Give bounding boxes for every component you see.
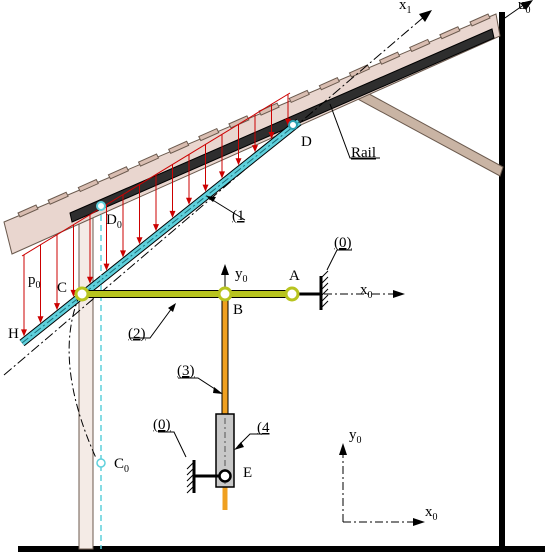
point-A-joint xyxy=(284,286,300,302)
label-B: B xyxy=(233,302,243,318)
load-arrow-head xyxy=(169,210,176,218)
roof-tile xyxy=(17,204,39,218)
label-x0-top: x0 xyxy=(360,282,373,301)
ref-y0-arrowhead xyxy=(339,443,347,455)
roof-tile xyxy=(198,127,220,142)
label-link-1: (1 xyxy=(232,208,245,224)
label-link-2: (2) xyxy=(128,326,146,342)
roof-brace xyxy=(353,88,504,177)
point-D-joint xyxy=(288,120,298,130)
point-B-joint xyxy=(217,286,233,302)
u0-axis-line xyxy=(501,3,526,21)
roof-tile xyxy=(439,26,461,40)
roof-tile xyxy=(288,89,310,104)
link-1-centerline xyxy=(21,121,300,344)
label-ground-bottom: (0) xyxy=(153,417,171,433)
label-p0: p0 xyxy=(28,272,41,291)
point-E-joint xyxy=(218,469,232,483)
label-rail: Rail xyxy=(351,145,376,161)
roof-tiles xyxy=(17,13,491,218)
A-ground-hatch xyxy=(320,270,329,309)
label-C: C xyxy=(57,280,67,296)
load-arrow-head xyxy=(186,197,192,205)
label-D0: D0 xyxy=(106,212,122,231)
label-y0-top: y0 xyxy=(235,266,248,285)
u0-arrowhead xyxy=(520,0,533,10)
roof-tile xyxy=(77,178,99,193)
roof-tile xyxy=(107,166,130,180)
x0-top-arrowhead xyxy=(393,290,405,298)
label-H: H xyxy=(8,326,19,342)
ground-top-leader xyxy=(326,249,352,271)
x1-arrowhead xyxy=(419,10,432,22)
label-A: A xyxy=(289,268,300,284)
link-1-leader xyxy=(210,198,246,221)
label-x0-axis: x0 xyxy=(425,504,438,523)
load-arrow-head xyxy=(21,329,27,337)
roof-tile xyxy=(167,140,190,154)
load-arrow-head xyxy=(202,184,209,192)
load-arrow-head xyxy=(54,303,60,311)
C-swing-arc xyxy=(68,293,97,459)
label-link-4: (4 xyxy=(257,420,270,436)
roof-tile xyxy=(378,51,401,65)
label-ground-top: (0) xyxy=(334,235,352,251)
point-D0 xyxy=(96,201,106,211)
label-C0: C0 xyxy=(114,456,129,475)
load-arrow-head xyxy=(252,145,258,153)
label-D: D xyxy=(301,134,312,150)
roof-tile xyxy=(47,191,69,205)
left-post xyxy=(78,215,94,550)
y0-top-arrowhead xyxy=(221,264,229,275)
roof-tile xyxy=(318,77,341,91)
label-u0: u0 xyxy=(518,0,531,16)
link-2-leader-arrow xyxy=(168,303,176,312)
label-E: E xyxy=(243,465,252,481)
load-arrow-head xyxy=(219,171,225,179)
distributed-load xyxy=(21,92,291,337)
load-arrow-head xyxy=(87,276,93,284)
load-arrow-head xyxy=(103,263,110,271)
load-arrow-head xyxy=(235,158,242,166)
label-link-3: (3) xyxy=(177,363,195,379)
load-arrow-head xyxy=(120,250,126,258)
ref-x0-arrowhead xyxy=(413,518,425,526)
point-C-joint xyxy=(74,286,90,302)
roof-tile xyxy=(137,153,160,167)
load-arrow-head xyxy=(285,118,291,126)
label-x1: x1 xyxy=(399,0,412,16)
point-C0 xyxy=(96,458,106,468)
link-3-leader-arrow xyxy=(213,387,223,394)
load-arrow-head xyxy=(136,237,143,245)
ground-bottom-leader xyxy=(158,431,187,458)
roof-tile xyxy=(469,13,491,27)
roof-tile xyxy=(409,38,431,53)
load-arrow-head xyxy=(268,131,275,139)
link-1-leader-arrow xyxy=(206,196,216,202)
roof-tile xyxy=(228,115,250,129)
link-4-leader xyxy=(237,433,268,447)
E-ground-hatch xyxy=(186,461,195,494)
rail-leader xyxy=(329,103,380,159)
link-3-leader xyxy=(178,377,219,392)
x1-axis-line xyxy=(3,15,426,376)
load-arrow-head xyxy=(37,316,44,324)
link-2-leader xyxy=(130,307,173,339)
rail xyxy=(69,28,495,223)
load-arrow-head xyxy=(153,224,159,232)
label-y0-axis: y0 xyxy=(349,427,362,446)
link-4-leader-arrow xyxy=(234,442,244,450)
